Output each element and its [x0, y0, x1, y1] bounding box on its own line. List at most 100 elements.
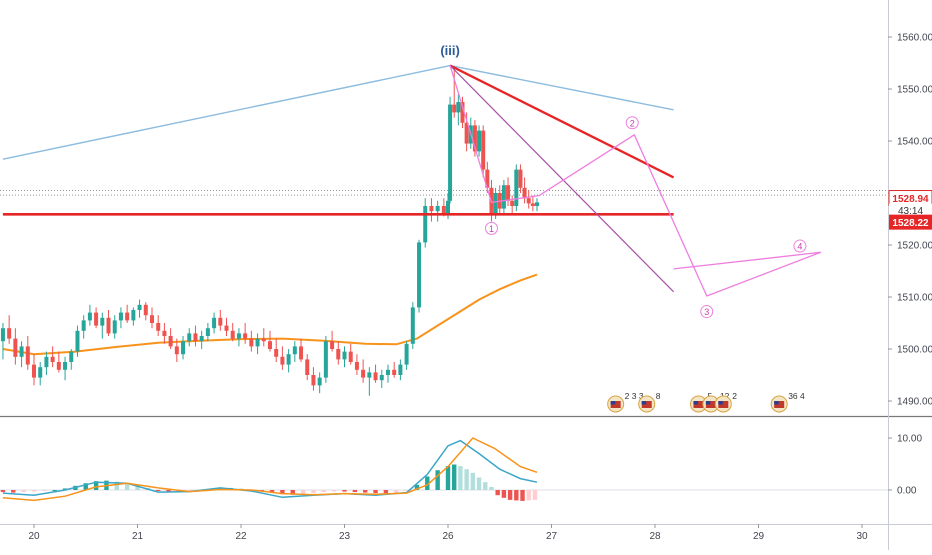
- macd-histogram-bar: [62, 488, 68, 490]
- x-tick-label: 26: [442, 531, 454, 542]
- candle-body: [174, 346, 179, 355]
- price-tag-label: 1528.94: [892, 194, 929, 205]
- macd-histogram-bar: [135, 485, 140, 490]
- candle-body: [460, 102, 465, 123]
- candle-body: [280, 356, 285, 365]
- candle-body: [230, 330, 235, 339]
- y-tick-label: 1510.00: [897, 293, 932, 304]
- macd-histogram-bar: [532, 490, 538, 500]
- candle-body: [323, 341, 328, 378]
- candle-body: [354, 362, 359, 370]
- moving-average-line: [2, 273, 538, 356]
- candle-body: [137, 304, 142, 310]
- macd-histogram-bar: [373, 490, 378, 494]
- candle-body: [63, 362, 68, 370]
- candle-body: [218, 317, 223, 326]
- macd-histogram-bar: [352, 490, 358, 493]
- macd-histogram-bar: [507, 490, 513, 500]
- macd-histogram-bar: [114, 481, 119, 490]
- macd-histogram-bar: [124, 483, 130, 490]
- candle-body: [404, 343, 409, 365]
- candle-body: [56, 362, 61, 370]
- price-tag-label: 1528.22: [892, 218, 929, 229]
- event-flag-canton: [610, 401, 616, 405]
- candle-body: [212, 317, 217, 329]
- wave-label-circle: [484, 221, 498, 235]
- candle-body: [526, 198, 531, 204]
- candle-body: [305, 359, 310, 375]
- candle-body: [299, 346, 304, 360]
- candle-body: [481, 130, 486, 170]
- macd-histogram-bar: [300, 490, 306, 495]
- event-flag-stripe: [705, 401, 716, 408]
- wave-path-pink[interactable]: [449, 65, 822, 297]
- candle-body: [361, 369, 366, 378]
- event-flag-stripe: [641, 401, 652, 408]
- wave-label-circle: [700, 305, 714, 319]
- macd-histogram-bar: [166, 490, 171, 492]
- macd-histogram-bar: [404, 490, 409, 492]
- event-flag-canton: [718, 401, 723, 405]
- candle-body: [125, 312, 130, 321]
- wave-label-iii: (iii): [440, 43, 460, 58]
- x-tick-label: 22: [235, 531, 247, 542]
- candle-body: [423, 206, 428, 243]
- wave-label-circle: [625, 116, 639, 130]
- macd-y-tick-label: 10.00: [897, 434, 922, 445]
- y-tick-label: 1490.00: [897, 397, 932, 408]
- candle-body: [464, 122, 469, 144]
- trendline-purple[interactable]: [449, 65, 675, 293]
- y-tick-label: 1520.00: [897, 241, 932, 252]
- macd-histogram-bar: [280, 490, 285, 495]
- wave-label-circle: [793, 239, 807, 253]
- candle-body: [143, 304, 148, 316]
- candle-body: [501, 185, 506, 209]
- candle-body: [286, 354, 291, 365]
- candle-body: [87, 312, 92, 321]
- macd-histogram-bar: [483, 482, 488, 490]
- candle-body: [7, 328, 12, 339]
- candle-body: [518, 169, 523, 188]
- candle-body: [187, 333, 192, 342]
- candle-body: [446, 200, 450, 214]
- event-flag-canton: [693, 401, 698, 405]
- macd-histogram-bar: [501, 490, 507, 498]
- macd-histogram-bar: [11, 490, 16, 493]
- candle-body: [410, 307, 415, 344]
- macd-histogram-bar: [363, 490, 368, 493]
- trendline-red[interactable]: [449, 64, 675, 179]
- x-tick-label: 29: [753, 531, 765, 542]
- candle-body: [385, 369, 390, 375]
- macd-histogram-bar: [31, 490, 37, 492]
- candle-body: [249, 338, 254, 347]
- candle-body: [13, 338, 18, 357]
- candle-body: [261, 338, 266, 342]
- candle-body: [274, 349, 279, 357]
- macd-histogram-bar: [342, 490, 347, 492]
- candle-body: [477, 130, 482, 152]
- candle-body: [162, 330, 167, 336]
- x-tick-label: 30: [856, 531, 868, 542]
- candle-body: [69, 351, 74, 362]
- candle-body: [149, 315, 154, 323]
- event-flag-canton: [641, 401, 647, 405]
- macd-histogram-bar: [414, 484, 420, 490]
- candle-body: [255, 338, 260, 347]
- candle-body: [100, 317, 105, 326]
- macd-histogram-bar: [476, 477, 482, 490]
- macd-histogram-bar: [0, 490, 6, 493]
- x-tick-label: 28: [649, 531, 661, 542]
- macd-histogram-bar: [526, 490, 531, 501]
- event-count-label: 2: [732, 391, 737, 401]
- candle-body: [118, 312, 123, 321]
- macd-histogram-bar: [489, 486, 494, 490]
- candle-body: [452, 104, 457, 113]
- candle-body: [292, 346, 297, 355]
- price-tag-filled: [889, 214, 932, 230]
- macd-histogram-bar: [321, 490, 326, 493]
- candle-body: [205, 328, 210, 336]
- candle-body: [506, 185, 511, 201]
- candle-body: [38, 367, 43, 378]
- candle-body: [267, 341, 272, 349]
